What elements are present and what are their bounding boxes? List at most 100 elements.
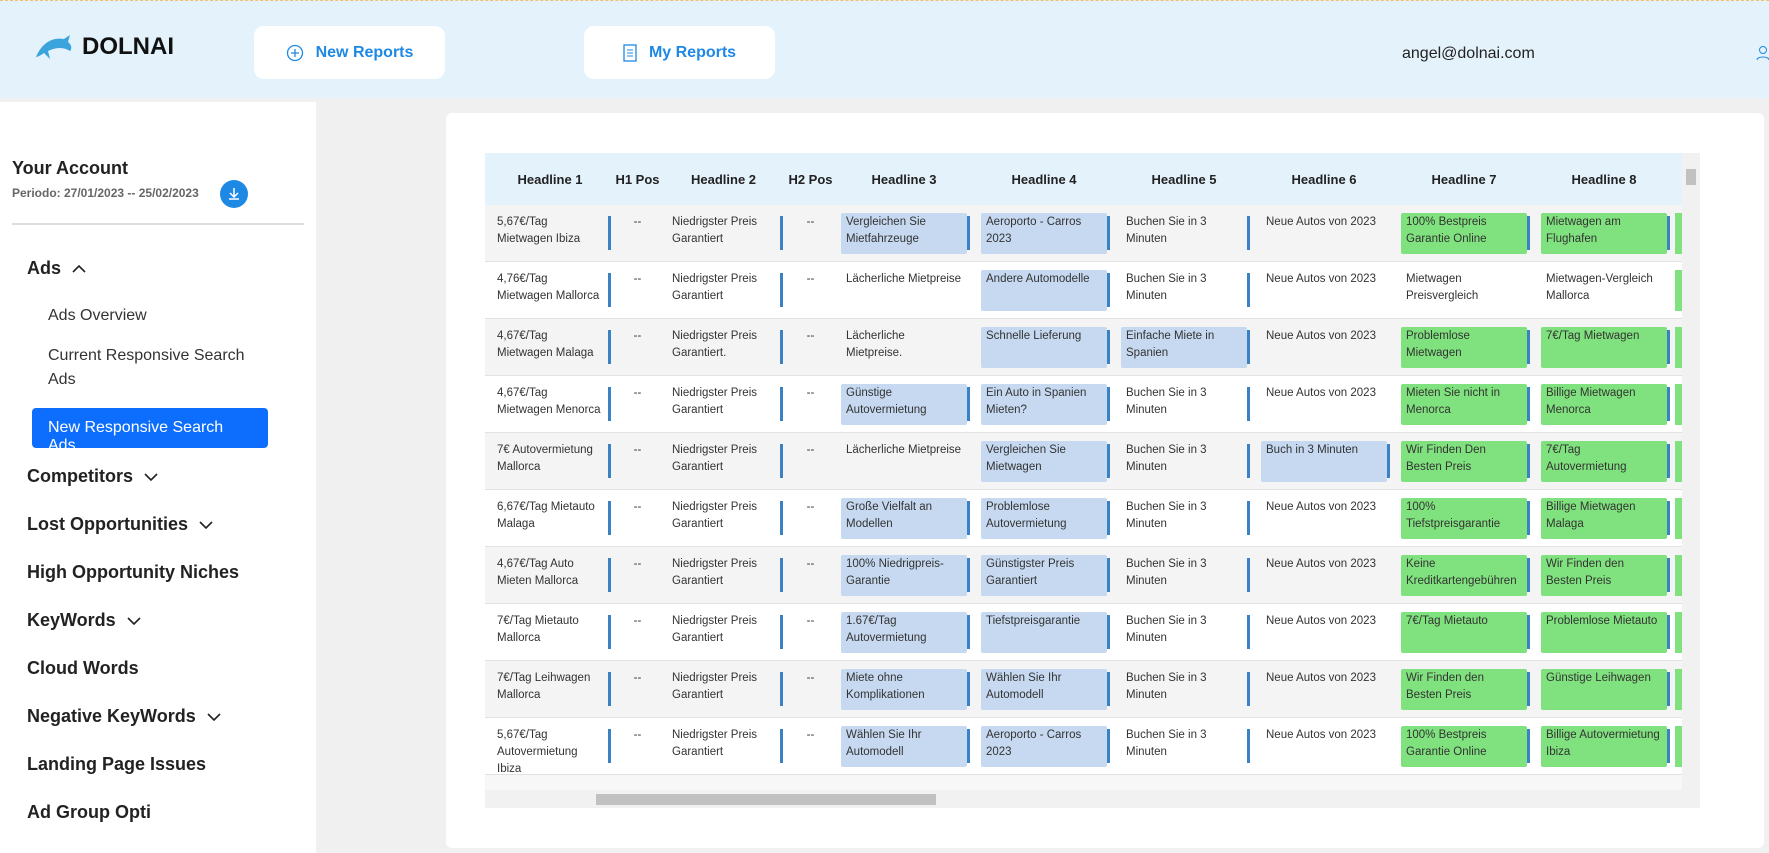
- nav-button[interactable]: New Reports: [254, 26, 445, 79]
- nav-item[interactable]: Ads Overview: [48, 307, 147, 324]
- nav-section-label: Ads: [27, 258, 62, 278]
- column-header[interactable]: Headline 1: [517, 171, 583, 187]
- nav-section[interactable]: Competitors: [27, 466, 159, 487]
- sidebar: Your Account Periodo: 27/01/2023 -- 25/0…: [0, 102, 316, 853]
- headline-cell: 100% Niedrigpreis-Garantie: [841, 555, 967, 596]
- user-icon[interactable]: [1756, 45, 1769, 61]
- headline-cell: Tiefstpreisgarantie: [981, 612, 1107, 653]
- headline-cell: Problemlose Mietwagen: [1401, 327, 1527, 368]
- position-cell: --: [806, 387, 815, 399]
- cell-marker: [780, 615, 783, 649]
- cell-marker: [1667, 216, 1670, 250]
- column-header[interactable]: Headline 6: [1291, 171, 1357, 187]
- headline-cell: Buchen Sie in 3 Minuten: [1126, 672, 1207, 701]
- headline-cell: Große Vielfalt an Modellen: [841, 498, 967, 539]
- cell-marker: [1247, 558, 1250, 592]
- table-header: Headline 1 H1 Pos Headline 2 H2 Pos Headline…: [485, 153, 1682, 205]
- table-row: 5,67€/Tag Autovermietung Ibiza -- Niedrigs…: [485, 718, 1682, 775]
- column-header[interactable]: Headline 2: [690, 171, 757, 187]
- logo: [36, 35, 72, 59]
- cell-marker: [967, 615, 970, 649]
- cell-marker: [1527, 387, 1530, 421]
- cell-marker: [1107, 729, 1110, 763]
- cell-marker: [1107, 216, 1110, 250]
- position-cell: --: [806, 330, 815, 342]
- cell-marker: [608, 273, 611, 307]
- nav-button[interactable]: My Reports: [584, 26, 775, 79]
- nav-section[interactable]: Cloud Words: [27, 658, 139, 679]
- cell-marker: [1247, 501, 1250, 535]
- cell-marker: [1107, 330, 1110, 364]
- nav-item[interactable]: Current Responsive Search Ads: [48, 347, 245, 388]
- download-button[interactable]: [220, 180, 248, 208]
- headline-cell: 5,67€/Tag Mietwagen Ibiza: [497, 216, 581, 245]
- cell-marker: [1527, 558, 1530, 592]
- column-header[interactable]: Headline 7: [1431, 171, 1497, 187]
- nav-label: My Reports: [648, 43, 737, 61]
- column-header[interactable]: H2 Pos: [788, 171, 833, 187]
- headline-cell: Niedrigster Preis Garantiert: [672, 501, 757, 530]
- cell-marker: [1107, 501, 1110, 535]
- column-header[interactable]: Headline 8: [1571, 171, 1637, 187]
- headline-cell: Neue Autos von 2023: [1266, 558, 1376, 570]
- cell-marker: [1107, 273, 1110, 307]
- cell-marker: [1667, 558, 1670, 592]
- headline-cell: Lächerliche Mietpreise: [846, 273, 962, 285]
- headline-cell: Neue Autos von 2023: [1266, 330, 1376, 342]
- user-email[interactable]: angel@dolnai.com: [1402, 45, 1535, 62]
- vertical-scrollbar[interactable]: [1682, 153, 1700, 790]
- position-cell: --: [806, 273, 815, 285]
- headline-cell: 7€/Tag Mietwagen: [1541, 327, 1667, 368]
- horizontal-scrollbar[interactable]: [485, 790, 1700, 808]
- nav-section[interactable]: Ads: [27, 258, 87, 279]
- table-row: 6,67€/Tag Mietauto Malaga -- Niedrigster P…: [485, 490, 1682, 547]
- partial-cell: [1675, 555, 1682, 596]
- nav-section[interactable]: Ad Group Opti: [27, 802, 151, 823]
- account-title: Your Account: [12, 158, 128, 178]
- headline-cell: Mietwagen-Vergleich Mallorca: [1546, 273, 1653, 302]
- partial-cell: [1675, 327, 1682, 368]
- headline-cell: Niedrigster Preis Garantiert: [672, 387, 757, 416]
- cell-marker: [780, 558, 783, 592]
- partial-cell: [1675, 498, 1682, 539]
- nav-section[interactable]: Negative KeyWords: [27, 706, 222, 727]
- cell-marker: [780, 273, 783, 307]
- nav-section[interactable]: High Opportunity Niches: [27, 562, 239, 583]
- cell-marker: [1667, 444, 1670, 478]
- chevron: [207, 712, 221, 721]
- column-header[interactable]: H1 Pos: [615, 171, 660, 187]
- cell-marker: [1107, 558, 1110, 592]
- partial-column: [1675, 153, 1682, 205]
- cell-marker: [1527, 672, 1530, 706]
- nav-section[interactable]: Lost Opportunities: [27, 514, 214, 535]
- cell-marker: [967, 672, 970, 706]
- headline-cell: Vergleichen Sie Mietfahrzeuge: [841, 213, 967, 254]
- nav-section[interactable]: Landing Page Issues: [27, 754, 206, 775]
- position-cell: --: [806, 444, 815, 456]
- doc-icon: [623, 43, 637, 62]
- cell-marker: [1107, 444, 1110, 478]
- headline-cell: 1.67€/Tag Autovermietung: [841, 612, 967, 653]
- cell-marker: [608, 558, 611, 592]
- headline-cell: Andere Automodelle: [981, 270, 1107, 311]
- headline-cell: Mietwagen am Flughafen: [1541, 213, 1667, 254]
- headline-cell: Buchen Sie in 3 Minuten: [1126, 615, 1207, 644]
- column-header[interactable]: Headline 4: [1011, 171, 1077, 187]
- table-row: 4,67€/Tag Auto Mieten Mallorca -- Niedrigs…: [485, 547, 1682, 604]
- position-cell: --: [633, 729, 642, 741]
- nav-item-active[interactable]: New Responsive Search Ads: [32, 408, 268, 454]
- nav-section[interactable]: KeyWords: [27, 610, 142, 631]
- position-cell: --: [633, 501, 642, 513]
- headline-cell: 100% Tiefstpreisgarantie: [1401, 498, 1527, 539]
- cell-marker: [780, 387, 783, 421]
- nav-section-label: Lost Opportunities: [27, 514, 188, 534]
- column-header[interactable]: Headline 3: [871, 171, 937, 187]
- cell-marker: [608, 330, 611, 364]
- table-row: 4,67€/Tag Mietwagen Menorca -- Niedrigster…: [485, 376, 1682, 433]
- chevron: [199, 520, 213, 529]
- headline-cell: Einfache Miete in Spanien: [1121, 327, 1247, 368]
- cell-marker: [1247, 444, 1250, 478]
- cell-marker: [1667, 501, 1670, 535]
- column-header[interactable]: Headline 5: [1151, 171, 1217, 187]
- headline-cell: Neue Autos von 2023: [1266, 501, 1376, 513]
